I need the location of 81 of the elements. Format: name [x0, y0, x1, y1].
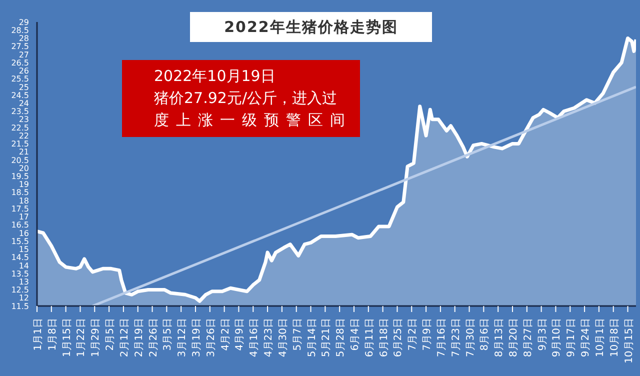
x-tick-label: 6月25日: [393, 318, 404, 358]
y-tick-label: 28: [18, 34, 29, 44]
x-tick-label: 7月2日: [408, 318, 419, 351]
x-tick-label: 2月26日: [148, 318, 160, 358]
x-tick-label: 7月9日: [422, 318, 434, 351]
x-tick-label: 3月5日: [162, 318, 174, 351]
y-tick-label: 11.5: [11, 302, 29, 311]
y-tick-label: 25: [18, 82, 29, 92]
x-tick-label: 10月1日: [594, 318, 606, 358]
y-tick-label: 29: [18, 18, 29, 27]
x-tick-label: 3月26日: [206, 318, 217, 358]
x-tick-label: 4月9日: [234, 318, 246, 351]
x-tick-label: 3月12日: [177, 318, 188, 358]
y-tick-label: 13: [18, 277, 29, 286]
annotation: 猪价27.92元/公斤，进入过: [154, 88, 338, 109]
x-tick-label: 4月23日: [264, 318, 275, 358]
y-tick-label: 13.5: [11, 269, 29, 278]
x-tick-label: 6月18日: [378, 318, 390, 358]
x-tick-label: 4月2日: [220, 318, 232, 351]
x-tick-label: 6月4日: [350, 318, 361, 351]
y-tick-label: 15.5: [11, 236, 29, 246]
x-tick-label: 7月23日: [450, 318, 462, 358]
x-tick-label: 2月5日: [105, 318, 116, 351]
y-tick-label: 27: [18, 50, 29, 60]
x-tick-label: 9月17日: [566, 318, 578, 358]
y-tick-label: 26: [18, 66, 29, 76]
x-tick-label: 5月14日: [306, 318, 318, 358]
y-tick-label: 25.5: [11, 74, 29, 84]
y-tick-label: 12.5: [11, 286, 29, 295]
y-tick-label: 19: [18, 180, 29, 190]
y-tick-label: 15: [18, 245, 29, 254]
y-tick-label: 16: [18, 228, 29, 238]
x-tick-label: 1月22日: [76, 318, 88, 358]
x-tick-label: 9月3日: [537, 318, 548, 351]
x-tick-label: 4月30日: [278, 318, 289, 358]
x-tick-label: 6月11日: [364, 318, 376, 358]
y-tick-label: 24: [18, 98, 29, 108]
x-tick-label: 5月28日: [336, 318, 347, 358]
x-tick-label: 1月8日: [47, 318, 58, 351]
y-tick-label: 18.5: [11, 188, 29, 198]
y-tick-label: 14.5: [11, 253, 29, 262]
x-tick-label: 1月1日: [33, 318, 44, 351]
y-tick-label: 23: [18, 115, 29, 124]
x-tick-label: 9月10日: [552, 318, 563, 358]
y-tick-label: 23.5: [11, 107, 29, 116]
x-tick-label: 10月15日: [624, 318, 635, 364]
x-tick-label: 1月29日: [90, 318, 102, 358]
y-tick-label: 20.5: [11, 156, 29, 165]
y-tick-label: 24.5: [11, 90, 29, 100]
x-tick-label: 3月19日: [192, 318, 202, 358]
y-tick-label: 17.5: [11, 204, 29, 214]
y-tick-label: 26.5: [11, 58, 29, 68]
y-tick-label: 14: [18, 261, 29, 270]
y-tick-label: 19.5: [11, 172, 29, 182]
x-tick-label: 5月7日: [292, 318, 304, 351]
annotation: 2022年10月19日: [154, 66, 276, 87]
x-tick-label: 5月21日: [321, 318, 332, 358]
x-tick-label: 8月6日: [480, 318, 491, 351]
y-tick-label: 28.5: [11, 26, 29, 35]
x-tick-label: 7月30日: [465, 318, 476, 358]
y-tick-label: 22: [18, 131, 29, 140]
y-tick-label: 16.5: [11, 220, 29, 230]
x-tick-label: 7月16日: [436, 318, 448, 358]
x-tick-label: 8月20日: [508, 318, 520, 358]
x-tick-label: 2月19日: [134, 318, 145, 358]
y-tick-label: 17: [18, 212, 29, 222]
y-tick-label: 22.5: [11, 123, 29, 132]
x-tick-label: 8月13日: [494, 318, 506, 358]
x-tick-label: 4月16日: [249, 318, 260, 358]
x-tick-label: 2月12日: [119, 318, 130, 358]
x-tick-label: 1月15日: [62, 318, 73, 358]
y-tick-label: 20: [18, 164, 29, 173]
annotation: 度上涨一级预警区间: [154, 110, 353, 131]
y-tick-label: 12: [18, 294, 29, 303]
x-tick-label: 8月27日: [522, 318, 534, 358]
y-tick-label: 18: [18, 196, 29, 206]
x-tick-label: 9月24日: [580, 318, 592, 358]
y-tick-label: 21: [18, 148, 29, 157]
x-tick-label: 10月8日: [609, 318, 620, 358]
y-tick-label: 27.5: [11, 42, 29, 52]
y-tick-label: 21.5: [11, 140, 29, 149]
